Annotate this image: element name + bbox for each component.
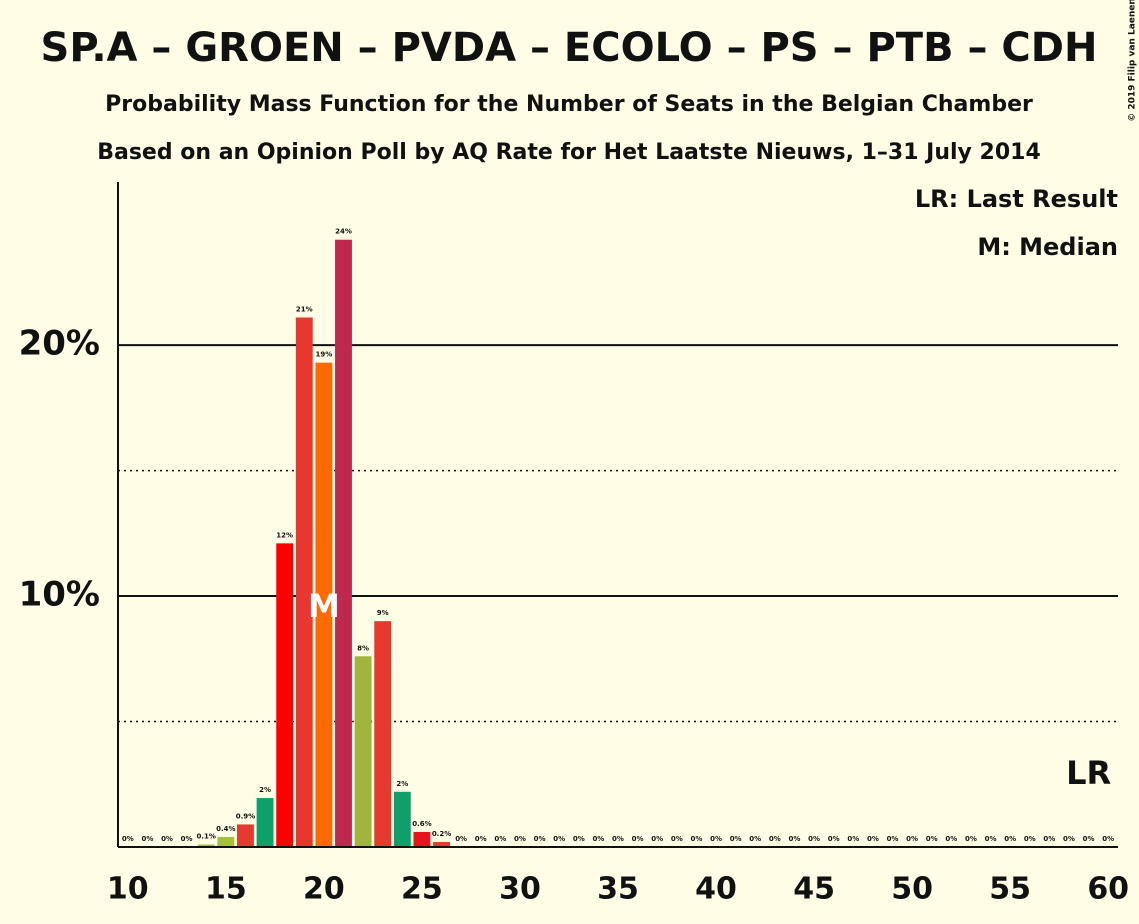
y-tick-label: 20% bbox=[19, 324, 100, 364]
last-result-marker: LR bbox=[1066, 754, 1111, 792]
value-label: 0.2% bbox=[432, 830, 451, 838]
x-tick-label: 25 bbox=[401, 872, 443, 907]
value-label: 0% bbox=[475, 835, 487, 843]
bar bbox=[433, 841, 450, 847]
x-tick-label: 55 bbox=[989, 872, 1031, 907]
legend-entry: M: Median bbox=[977, 233, 1118, 261]
value-label: 0% bbox=[769, 835, 781, 843]
value-label: 0% bbox=[808, 835, 820, 843]
x-tick-label: 15 bbox=[205, 872, 247, 907]
bar bbox=[315, 362, 333, 847]
bar bbox=[413, 831, 431, 847]
bar bbox=[295, 317, 313, 848]
value-label: 0% bbox=[867, 835, 879, 843]
bar bbox=[354, 656, 372, 847]
value-label: 0% bbox=[926, 835, 938, 843]
value-label: 0% bbox=[455, 835, 467, 843]
value-label: 2% bbox=[396, 780, 408, 788]
chart-subtitle: Based on an Opinion Poll by AQ Rate for … bbox=[97, 140, 1041, 165]
value-label: 0% bbox=[671, 835, 683, 843]
value-label: 2% bbox=[259, 786, 271, 794]
y-tick-label: 10% bbox=[19, 575, 100, 615]
median-marker: M bbox=[308, 587, 340, 625]
value-label: 21% bbox=[296, 306, 313, 314]
value-label: 0% bbox=[553, 835, 565, 843]
bar bbox=[256, 798, 274, 847]
value-label: 0.4% bbox=[216, 825, 235, 833]
value-label: 0% bbox=[632, 835, 644, 843]
value-label: 0% bbox=[1083, 835, 1095, 843]
value-label: 0% bbox=[887, 835, 899, 843]
value-label: 0% bbox=[1102, 835, 1114, 843]
value-label: 0% bbox=[1024, 835, 1036, 843]
chart-title: SP.A – GROEN – PVDA – ECOLO – PS – PTB –… bbox=[41, 25, 1098, 71]
bar bbox=[217, 836, 235, 847]
bar bbox=[374, 621, 392, 847]
value-label: 0% bbox=[828, 835, 840, 843]
value-label: 0% bbox=[906, 835, 918, 843]
value-label: 0% bbox=[789, 835, 801, 843]
value-label: 0% bbox=[573, 835, 585, 843]
value-label: 19% bbox=[315, 351, 332, 359]
legend-entry: LR: Last Result bbox=[915, 185, 1118, 213]
value-label: 0% bbox=[161, 835, 173, 843]
value-label: 8% bbox=[357, 644, 369, 652]
x-tick-label: 30 bbox=[499, 872, 541, 907]
value-label: 0% bbox=[690, 835, 702, 843]
value-label: 0.6% bbox=[412, 820, 431, 828]
value-label: 0% bbox=[1063, 835, 1075, 843]
value-label: 0% bbox=[749, 835, 761, 843]
value-label: 0% bbox=[122, 835, 134, 843]
bar bbox=[197, 844, 215, 847]
value-label: 0% bbox=[494, 835, 506, 843]
bar bbox=[237, 824, 254, 847]
copyright: © 2019 Filip van Laenen bbox=[1128, 0, 1138, 122]
x-tick-label: 35 bbox=[597, 872, 639, 907]
value-label: 24% bbox=[335, 228, 352, 236]
value-label: 0% bbox=[965, 835, 977, 843]
value-label: 0% bbox=[534, 835, 546, 843]
x-tick-label: 40 bbox=[695, 872, 737, 907]
value-label: 0% bbox=[1043, 835, 1055, 843]
value-label: 0% bbox=[514, 835, 526, 843]
value-label: 0% bbox=[651, 835, 663, 843]
x-tick-label: 20 bbox=[303, 872, 345, 907]
value-label: 0% bbox=[847, 835, 859, 843]
value-label: 12% bbox=[276, 531, 293, 539]
value-label: 0.1% bbox=[197, 832, 216, 840]
value-label: 0% bbox=[730, 835, 742, 843]
chart-subtitle: Probability Mass Function for the Number… bbox=[105, 92, 1033, 117]
value-label: 0.9% bbox=[236, 812, 255, 820]
value-label: 0% bbox=[592, 835, 604, 843]
x-tick-label: 10 bbox=[107, 872, 149, 907]
value-label: 0% bbox=[1004, 835, 1016, 843]
bar bbox=[276, 543, 294, 847]
x-tick-label: 50 bbox=[891, 872, 933, 907]
value-label: 0% bbox=[945, 835, 957, 843]
x-tick-label: 60 bbox=[1087, 872, 1129, 907]
value-label: 0% bbox=[985, 835, 997, 843]
bar bbox=[335, 239, 352, 847]
value-label: 9% bbox=[377, 609, 389, 617]
value-label: 0% bbox=[141, 835, 153, 843]
value-label: 0% bbox=[181, 835, 193, 843]
bar bbox=[393, 791, 411, 847]
x-tick-label: 45 bbox=[793, 872, 835, 907]
value-label: 0% bbox=[612, 835, 624, 843]
value-label: 0% bbox=[710, 835, 722, 843]
